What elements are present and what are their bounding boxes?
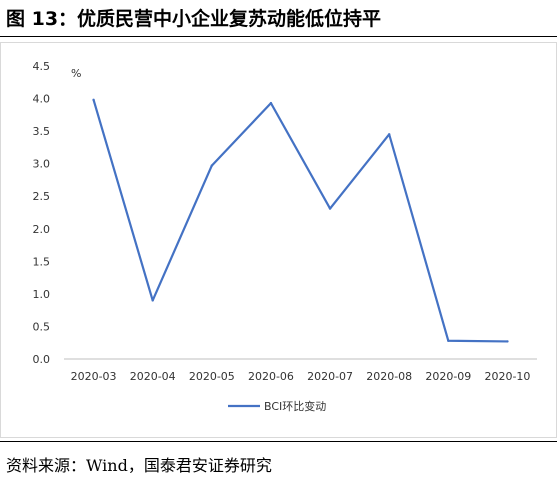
figure-title: 图 13：优质民营中小企业复苏动能低位持平 [6,8,382,30]
series-line [92,99,508,343]
x-tick-label: 2020-07 [307,370,353,383]
x-tick-label: 2020-08 [366,370,412,383]
x-tick-label: 2020-06 [248,370,294,383]
y-axis-ticks: 0.0 0.5 1.0 1.5 2.0 2.5 3.0 3.5 4.0 4.5 [33,60,51,366]
data-point [269,101,273,105]
x-tick-label: 2020-05 [189,370,235,383]
y-tick-label: 1.0 [33,288,51,301]
data-point [210,164,214,167]
line-chart: 0.0 0.5 1.0 1.5 2.0 2.5 3.0 3.5 4.0 4.5 % 2020-03… [33,60,537,413]
x-tick-label: 2020-10 [484,370,530,383]
data-point [447,339,450,342]
series-layer [92,98,509,343]
title-divider [0,36,557,37]
y-tick-label: 2.0 [33,223,51,236]
data-point [387,133,391,136]
y-tick-label: 3.5 [33,125,51,138]
y-tick-label: 4.5 [33,60,51,73]
x-tick-label: 2020-09 [425,370,471,383]
y-tick-label: 0.5 [33,320,51,333]
data-point [328,207,332,210]
x-tick-label: 2020-04 [130,370,176,383]
y-tick-label: 1.5 [33,255,51,268]
y-axis-unit: % [71,67,81,80]
legend-label: BCI环比变动 [264,399,326,413]
source-divider [0,441,557,442]
x-tick-label: 2020-03 [71,370,117,383]
y-tick-label: 2.5 [33,190,51,203]
y-tick-label: 4.0 [33,93,51,106]
legend: BCI环比变动 [228,399,326,413]
source-note: 资料来源：Wind，国泰君安证券研究 [6,456,272,475]
x-axis-ticks: 2020-03 2020-04 2020-05 2020-06 2020-07 2020-… [71,370,531,383]
y-tick-label: 3.0 [33,158,51,171]
data-point [92,98,95,102]
data-point [151,299,154,302]
data-point [506,340,509,343]
y-tick-label: 0.0 [33,353,51,366]
